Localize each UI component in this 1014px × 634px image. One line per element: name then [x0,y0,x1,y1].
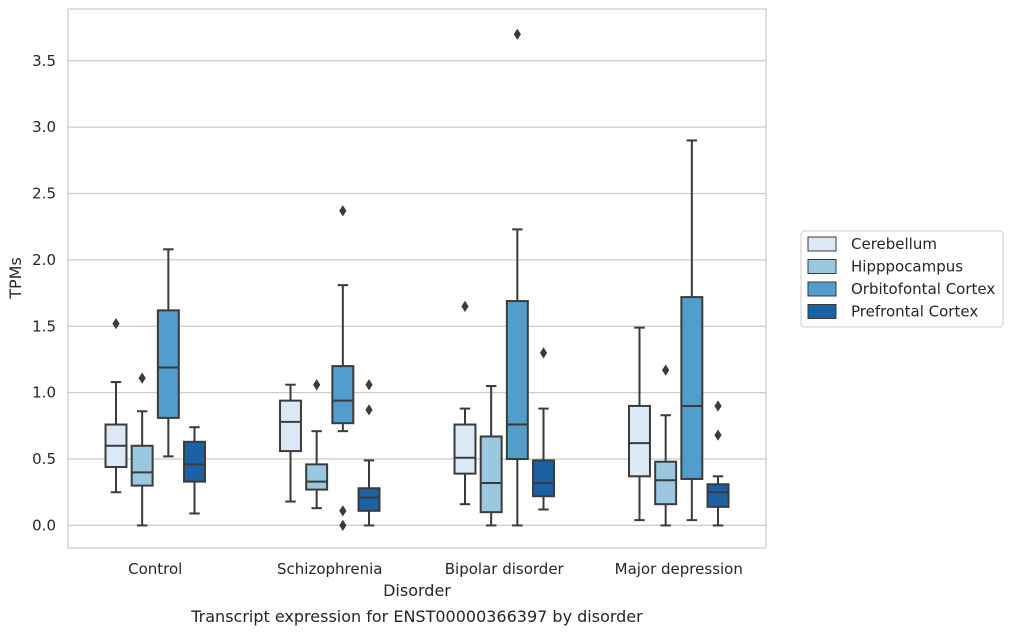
box-cerebellum [279,383,302,503]
outlier-marker [365,379,373,391]
iqr-box [183,440,206,483]
y-tick-label: 3.5 [32,52,56,70]
y-tick-labels: 0.0 0.5 1.0 1.5 2.0 2.5 3.0 3.5 [32,52,56,535]
x-tick-label: Major depression [615,560,743,578]
iqr-box [628,404,651,478]
iqr-box [479,435,503,514]
x-tick-label: Control [128,560,182,578]
iqr-box [505,300,529,461]
box-orbitofontal-cortex [331,205,355,532]
outlier-marker [513,28,521,40]
legend-swatch [807,236,837,252]
x-axis-title: Disorder [383,581,451,600]
y-axis-title: TPMs [6,257,25,300]
box-cerebellum [104,318,128,494]
box-prefrontal-cortex [706,400,730,527]
iqr-box [130,444,154,487]
legend-label: Hipppocampus [851,258,963,276]
legend-label: Orbitofontal Cortex [851,280,995,298]
iqr-box [305,463,329,491]
outlier-marker [714,429,722,441]
outlier-marker [461,300,469,313]
outlier-marker [313,379,321,391]
outlier-marker [339,519,347,532]
iqr-box [279,399,302,453]
box-cerebellum [453,300,477,506]
legend-frame [800,230,1004,328]
box-prefrontal-cortex [532,347,555,511]
box-orbitofontal-cortex [680,139,704,522]
legend-label: Cerebellum [851,235,937,253]
box-hipppocampus [479,385,503,527]
legend-label: Prefrontal Cortex [851,303,978,321]
outlier-marker [714,400,722,412]
plot-area-frame [67,8,767,549]
outlier-marker [339,505,347,517]
iqr-box [156,309,180,419]
box-hipppocampus [130,372,154,527]
y-tick-label: 2.0 [32,251,56,269]
iqr-box [706,483,730,508]
box-groups [104,28,730,532]
y-tick-label: 0.0 [32,516,56,534]
outlier-marker [112,318,120,330]
x-tick-labels: Control Schizophrenia Bipolar disorder Majo… [128,560,743,578]
legend-swatch [807,304,837,319]
y-tick-label: 2.5 [32,185,56,203]
box-hipppocampus [654,364,678,527]
x-tick-label: Schizophrenia [277,560,382,578]
outlier-marker [662,364,670,376]
y-tick-label: 0.5 [32,450,56,468]
legend-swatch [807,281,837,297]
legend-swatch [807,259,837,274]
iqr-box [532,459,555,498]
x-tick-label: Bipolar disorder [445,560,565,578]
legend: Cerebellum Hipppocampus Orbitofontal Corte… [800,230,1004,328]
iqr-box [331,365,355,425]
outlier-marker [539,347,548,359]
iqr-box [680,296,704,480]
iqr-box [357,487,381,512]
outlier-marker [138,372,146,384]
box-prefrontal-cortex [183,426,206,515]
box-cerebellum [628,326,651,522]
iqr-box [453,423,477,475]
box-hipppocampus [305,379,329,510]
chart-title: Transcript expression for ENST0000036639… [190,607,643,626]
box-prefrontal-cortex [357,379,381,527]
legend-items: Cerebellum Hipppocampus Orbitofontal Corte… [807,235,995,321]
box-orbitofontal-cortex [505,28,529,527]
y-tick-label: 3.0 [32,118,56,136]
outlier-marker [339,205,347,217]
y-tick-label: 1.0 [32,384,56,402]
outlier-marker [365,404,373,416]
iqr-box [654,460,678,506]
y-tick-label: 1.5 [32,317,56,335]
box-orbitofontal-cortex [156,248,180,458]
